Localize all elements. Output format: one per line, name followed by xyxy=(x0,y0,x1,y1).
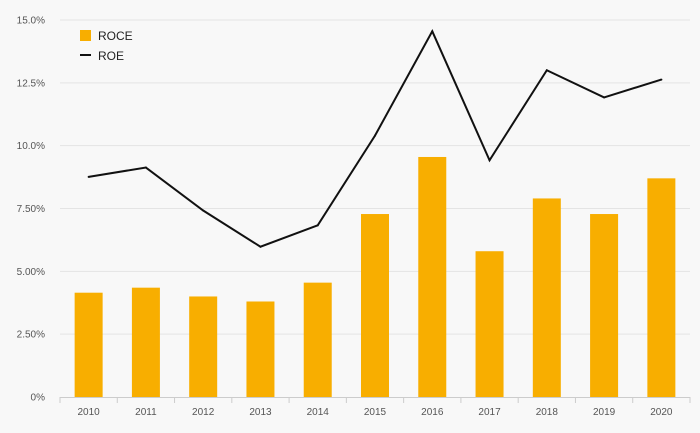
roe-point-2015 xyxy=(374,134,376,137)
x-tick-label: 2013 xyxy=(249,407,272,418)
y-axis-ticks: 0% 2.50% 5.00% 7.50% 10.0% 12.5% 15.0% xyxy=(17,16,45,404)
x-tick-label: 2014 xyxy=(307,407,330,418)
bar-roce-2017 xyxy=(475,251,504,397)
y-tick-label: 12.5% xyxy=(17,78,45,89)
bar-roce-2018 xyxy=(532,198,561,397)
y-tick-label: 5.00% xyxy=(17,267,45,278)
legend-label-roce: ROCE xyxy=(98,29,133,43)
roce-bars xyxy=(74,156,676,397)
roe-point-2013 xyxy=(259,245,262,248)
roe-point-2010 xyxy=(87,175,90,178)
x-axis-ticks: 2010 2011 2012 2013 2014 2015 2016 2017 2018 2019… xyxy=(78,407,673,418)
roe-point-2020 xyxy=(660,78,663,81)
legend-label-roe: ROE xyxy=(98,49,124,63)
x-tick-label: 2012 xyxy=(192,407,215,418)
gridlines xyxy=(60,19,690,335)
bar-roce-2019 xyxy=(590,214,619,397)
x-tick-label: 2010 xyxy=(78,407,101,418)
y-tick-label: 7.50% xyxy=(17,204,45,215)
roe-point-2012 xyxy=(202,209,205,212)
roe-point-2018 xyxy=(545,69,548,72)
roe-point-2019 xyxy=(603,96,606,99)
roe-point-2014 xyxy=(316,224,319,227)
x-tick-label: 2019 xyxy=(593,407,616,418)
roe-point-2016 xyxy=(431,30,434,33)
bar-roce-2014 xyxy=(303,282,332,397)
bar-roce-2010 xyxy=(74,292,103,397)
y-tick-label: 0% xyxy=(31,393,46,404)
bar-roce-2015 xyxy=(361,214,389,397)
bar-roce-2013 xyxy=(246,301,275,397)
roe-line-group xyxy=(87,29,663,248)
roe-point-2017 xyxy=(488,159,491,162)
y-tick-label: 10.0% xyxy=(17,141,45,152)
x-tick-label: 2011 xyxy=(135,407,157,418)
legend: ROCE ROE xyxy=(80,29,133,63)
roe-point-2011 xyxy=(144,166,147,169)
x-tick-label: 2018 xyxy=(536,407,559,418)
legend-swatch-roce xyxy=(80,30,91,41)
x-tick-label: 2015 xyxy=(364,407,387,418)
x-tick-label: 2017 xyxy=(478,407,501,418)
x-tick-label: 2016 xyxy=(421,407,444,418)
x-axis xyxy=(59,397,691,403)
y-tick-label: 15.0% xyxy=(17,16,45,27)
bar-roce-2016 xyxy=(418,156,447,397)
y-tick-label: 2.50% xyxy=(17,330,45,341)
bar-roce-2011 xyxy=(131,287,160,397)
bar-roce-2020 xyxy=(647,178,676,397)
x-tick-label: 2020 xyxy=(650,407,673,418)
bar-roce-2012 xyxy=(189,296,218,397)
